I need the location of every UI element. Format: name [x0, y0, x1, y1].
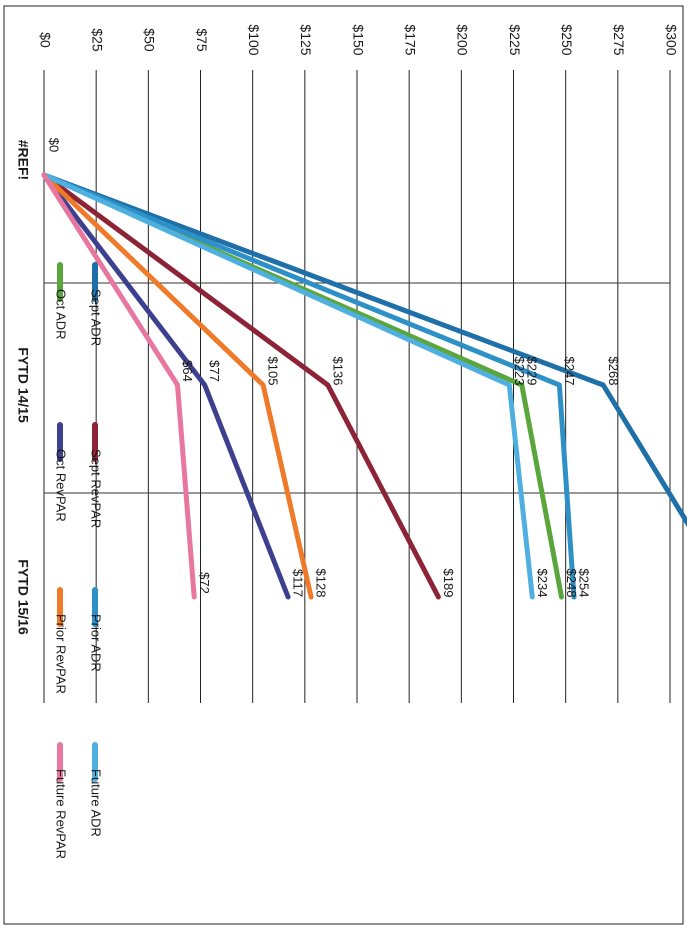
y-tick-label: $200: [455, 24, 471, 55]
x-axis-categories: #REF! FYTD 14/15 FYTD 15/16: [15, 140, 31, 635]
series-line: [41, 172, 687, 528]
series-layer: [41, 172, 687, 600]
series-line: [41, 172, 535, 600]
y-tick-label: $275: [611, 24, 627, 55]
legend-label: Prior RevPAR: [54, 614, 69, 694]
y-tick-label: $25: [89, 28, 105, 52]
data-labels: $0 $268 $229 $248 $136 $189 $77 $117 $247 $254 $10…: [47, 138, 621, 598]
series-line: [41, 172, 291, 600]
data-label: $136: [330, 357, 345, 386]
data-label: $0: [47, 138, 62, 152]
data-label: $247: [562, 357, 577, 386]
legend-label: Oct RevPAR: [54, 449, 69, 522]
data-label: $77: [207, 360, 222, 382]
y-tick-label: $0: [37, 32, 53, 48]
data-label: $64: [180, 360, 195, 382]
data-label: $268: [606, 357, 621, 386]
data-label: $234: [535, 569, 550, 598]
x-category-label: FYTD 15/16: [15, 559, 31, 635]
data-label: $128: [314, 569, 329, 598]
data-label: $223: [512, 357, 527, 386]
data-label: $72: [197, 572, 212, 594]
data-label: $229: [524, 357, 539, 386]
data-label: $105: [266, 357, 281, 386]
series-line: [41, 172, 564, 600]
series-line: [41, 172, 441, 600]
legend-label: Sept RevPAR: [89, 449, 104, 528]
x-category-label: FYTD 14/15: [15, 347, 31, 423]
data-label: $248: [564, 569, 579, 598]
y-tick-label: $150: [350, 24, 366, 55]
data-label: $189: [441, 569, 456, 598]
legend-label: Sept ADR: [89, 289, 104, 346]
legend-label: Oct ADR: [54, 289, 69, 340]
series-line: [41, 172, 197, 600]
legend-label: Future ADR: [89, 769, 104, 837]
series-line: [41, 172, 577, 600]
y-tick-label: $250: [559, 24, 575, 55]
x-category-label: #REF!: [15, 140, 31, 180]
series-line: [41, 172, 314, 600]
y-tick-label: $75: [194, 28, 210, 52]
y-tick-label: $125: [298, 24, 314, 55]
legend-label: Prior ADR: [89, 614, 104, 672]
data-label: $254: [577, 569, 592, 598]
y-tick-label: $100: [246, 24, 262, 55]
y-tick-label: $50: [142, 28, 158, 52]
y-tick-label: $225: [507, 24, 523, 55]
chart-border: [3, 5, 684, 925]
grid-layer: [43, 70, 671, 703]
y-tick-label: $175: [402, 24, 418, 55]
y-tick-label: $300: [663, 24, 679, 55]
legend-label: Future RevPAR: [54, 769, 69, 859]
data-label: $117: [291, 569, 306, 597]
y-axis-ticks: $0 $25 $50 $75 $100 $125 $150 $175 $200 $225 $250 $…: [37, 24, 679, 55]
legend: Sept ADR Oct ADR Sept RevPAR Oct RevPAR Prio…: [54, 262, 104, 859]
